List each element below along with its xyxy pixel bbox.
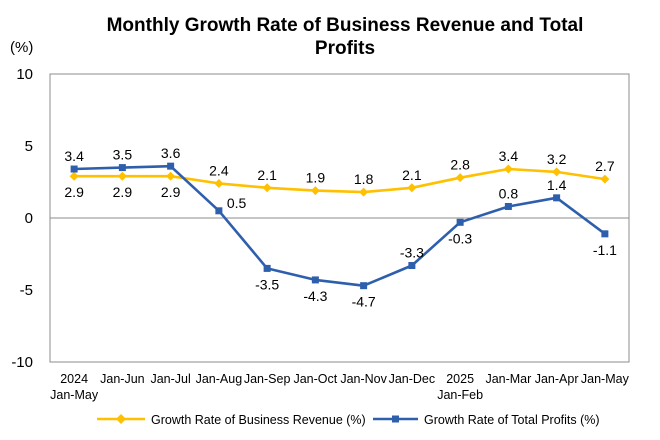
data-point-revenue: [69, 171, 79, 181]
data-label-revenue: 2.1: [257, 167, 277, 183]
data-point-revenue: [166, 171, 176, 181]
data-label-revenue: 1.9: [306, 170, 326, 186]
y-axis-ticks: 10 5 0 -5 -10: [11, 66, 33, 371]
data-label-profits: -4.7: [352, 294, 376, 310]
x-tick-label-line2: Jan-Feb: [437, 388, 483, 402]
data-point-profits: [263, 264, 271, 272]
y-axis-unit-label: (%): [10, 39, 33, 56]
x-tick-label-line2: Jan-May: [50, 388, 99, 402]
data-label-profits: 0.5: [227, 195, 247, 211]
x-tick-label: Jan-Apr: [535, 372, 579, 386]
data-label-profits: -3.5: [255, 276, 279, 292]
x-tick-label: 2024: [60, 372, 88, 386]
legend-marker-revenue: [116, 414, 126, 424]
data-point-revenue: [503, 164, 513, 174]
x-tick-label: Jan-Oct: [293, 372, 337, 386]
data-label-profits: -0.3: [448, 230, 472, 246]
x-tick-label: 2025: [446, 372, 474, 386]
data-label-revenue: 3.4: [499, 148, 519, 164]
data-label-profits: -4.3: [303, 288, 327, 304]
chart-title-line-2: Profits: [315, 38, 375, 59]
data-point-revenue: [552, 167, 562, 177]
x-tick-label: Jan-Nov: [340, 372, 387, 386]
series-line-profits: [74, 164, 606, 288]
data-label-revenue: 2.9: [64, 184, 84, 200]
data-label-revenue: 2.4: [209, 162, 229, 178]
data-label-profits: -1.1: [593, 242, 617, 258]
y-tick-label: 10: [16, 66, 33, 83]
legend-label-profits: Growth Rate of Total Profits (%): [424, 413, 600, 427]
data-label-revenue: 1.8: [354, 171, 374, 187]
x-tick-label: Jan-Jul: [150, 372, 190, 386]
y-tick-label: -5: [20, 282, 33, 299]
data-label-profits: 3.6: [161, 145, 181, 161]
data-label-revenue: 2.9: [161, 184, 181, 200]
data-point-profits: [167, 162, 175, 170]
data-label-profits: -3.3: [400, 245, 424, 261]
data-label-revenue: 2.9: [113, 184, 133, 200]
y-tick-label: 0: [25, 210, 33, 227]
data-label-revenue: 2.7: [595, 158, 615, 174]
data-label-profits: 3.4: [64, 148, 84, 164]
chart-title-line-1: Monthly Growth Rate of Business Revenue …: [107, 15, 584, 36]
legend-item-profits: Growth Rate of Total Profits (%): [373, 413, 600, 427]
x-tick-label: Jan-Dec: [389, 372, 436, 386]
x-tick-label: Jan-Mar: [485, 372, 531, 386]
data-point-profits: [504, 202, 512, 210]
series-line-revenue: [74, 167, 606, 194]
x-tick-label: Jan-Jun: [100, 372, 145, 386]
data-point-profits: [360, 282, 368, 290]
x-tick-label: Jan-Aug: [196, 372, 243, 386]
data-point-profits: [408, 262, 416, 270]
data-point-revenue: [310, 186, 320, 196]
data-point-revenue: [214, 178, 224, 188]
data-point-profits: [553, 194, 561, 202]
y-tick-label: 5: [25, 138, 33, 155]
data-point-profits: [118, 164, 126, 172]
data-label-profits: 0.8: [499, 185, 519, 201]
data-point-profits: [215, 207, 223, 215]
legend-label-revenue: Growth Rate of Business Revenue (%): [151, 413, 366, 427]
data-point-revenue: [455, 173, 465, 183]
data-label-profits: 1.4: [547, 177, 567, 193]
data-label-revenue: 2.8: [450, 157, 470, 173]
data-point-revenue: [407, 183, 417, 193]
data-label-revenue: 2.1: [402, 167, 422, 183]
data-labels-layer: 2.9 2.9 2.9 2.4 2.1 1.9 1.8 2.1 2.8 3.4 3.2 2.7 3.4 3…: [64, 145, 617, 310]
legend: Growth Rate of Business Revenue (%) Grow…: [97, 413, 600, 427]
x-tick-label: Jan-Sep: [244, 372, 291, 386]
data-label-profits: 3.5: [113, 147, 133, 163]
data-point-revenue: [117, 171, 127, 181]
series-layer: [69, 162, 610, 290]
legend-marker-profits: [392, 415, 399, 423]
data-point-revenue: [262, 183, 272, 193]
data-point-profits: [601, 230, 609, 238]
data-point-profits: [311, 276, 319, 284]
y-tick-label: -10: [11, 354, 33, 371]
data-label-revenue: 3.2: [547, 151, 567, 167]
legend-item-revenue: Growth Rate of Business Revenue (%): [97, 413, 366, 427]
data-point-profits: [70, 165, 78, 173]
data-point-profits: [456, 218, 464, 226]
data-point-revenue: [600, 174, 610, 184]
x-tick-label: Jan-May: [581, 372, 630, 386]
data-point-revenue: [359, 187, 369, 197]
